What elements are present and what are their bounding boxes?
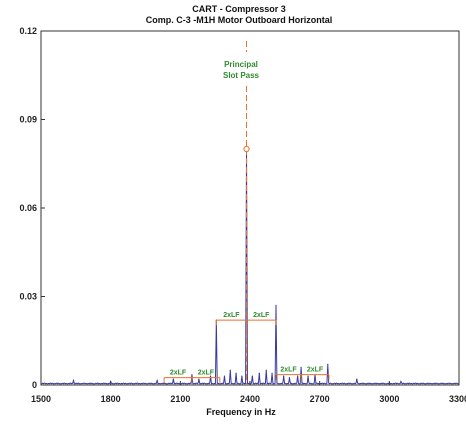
lf-label: 2xLF bbox=[198, 370, 215, 377]
spectrum-peak bbox=[241, 375, 243, 377]
spectrum-peak bbox=[223, 375, 226, 377]
spectrum-peak bbox=[209, 375, 212, 377]
y-tick-label: 0.03 bbox=[19, 292, 37, 302]
x-axis-label: Frequency in Hz bbox=[206, 407, 276, 417]
x-axis: 1500 1800 2100 2400 2700 3000 3300 bbox=[31, 381, 466, 404]
spectrum-peak bbox=[198, 378, 200, 380]
spectrum-peak bbox=[191, 374, 193, 376]
principal-marker bbox=[243, 145, 250, 153]
spectrum-peak bbox=[300, 366, 302, 368]
lf-label: 2xLF bbox=[170, 370, 187, 377]
spectrum-peak bbox=[283, 375, 285, 377]
x-tick-label: 1800 bbox=[101, 394, 121, 404]
spectrum-peak bbox=[297, 375, 299, 377]
annotations: 2xLF 2xLF 2xLF 2xLF 2xLF 2xLF bbox=[163, 41, 330, 385]
spectrum-peak bbox=[271, 372, 273, 374]
spectrum-peak bbox=[288, 377, 291, 379]
spectrum-peak bbox=[235, 372, 237, 374]
spectrum-line bbox=[40, 148, 460, 385]
spectrum-series bbox=[40, 148, 460, 385]
y-axis: 0 0.03 0.06 0.09 0.12 bbox=[19, 26, 45, 390]
lf-label: 2xLF bbox=[280, 367, 297, 374]
spectrum-peak bbox=[72, 379, 75, 382]
spectrum-peak bbox=[110, 380, 112, 383]
spectrum-peak bbox=[156, 379, 158, 382]
x-tick-label: 2400 bbox=[240, 394, 260, 404]
x-tick-label: 2700 bbox=[310, 394, 330, 404]
principal-label-line2: Slot Pass bbox=[223, 71, 260, 80]
spectrum-peak bbox=[265, 369, 267, 371]
spectrum-peak bbox=[258, 372, 260, 374]
y-tick-label: 0 bbox=[32, 380, 37, 390]
chart-title: CART - Compressor 3 bbox=[192, 4, 286, 14]
x-tick-label: 3000 bbox=[379, 394, 399, 404]
spectrum-peak bbox=[307, 375, 309, 377]
x-tick-label: 3300 bbox=[449, 394, 466, 404]
y-tick-label: 0.09 bbox=[19, 115, 37, 125]
lf-label: 2xLF bbox=[223, 312, 240, 319]
spectrum-peak bbox=[251, 375, 253, 377]
plot-frame bbox=[40, 30, 460, 386]
spectrum-peak bbox=[275, 304, 277, 306]
lf-label: 2xLF bbox=[307, 367, 324, 374]
spectrum-peak bbox=[356, 378, 358, 380]
y-tick-label: 0.12 bbox=[19, 26, 37, 36]
chart-subtitle: Comp. C-3 -M1H Motor Outboard Horizontal bbox=[146, 15, 333, 25]
spectrum-peak bbox=[400, 380, 402, 383]
lf-label: 2xLF bbox=[253, 312, 270, 319]
spectrum-peak bbox=[172, 378, 174, 380]
spectrum-peak bbox=[327, 363, 329, 365]
principal-label-line1: Principal bbox=[224, 60, 258, 69]
y-tick-label: 0.06 bbox=[19, 203, 37, 213]
plot-border bbox=[40, 30, 460, 386]
x-tick-label: 1500 bbox=[31, 394, 51, 404]
x-tick-label: 2100 bbox=[170, 394, 190, 404]
spectrum-peak bbox=[229, 369, 231, 371]
